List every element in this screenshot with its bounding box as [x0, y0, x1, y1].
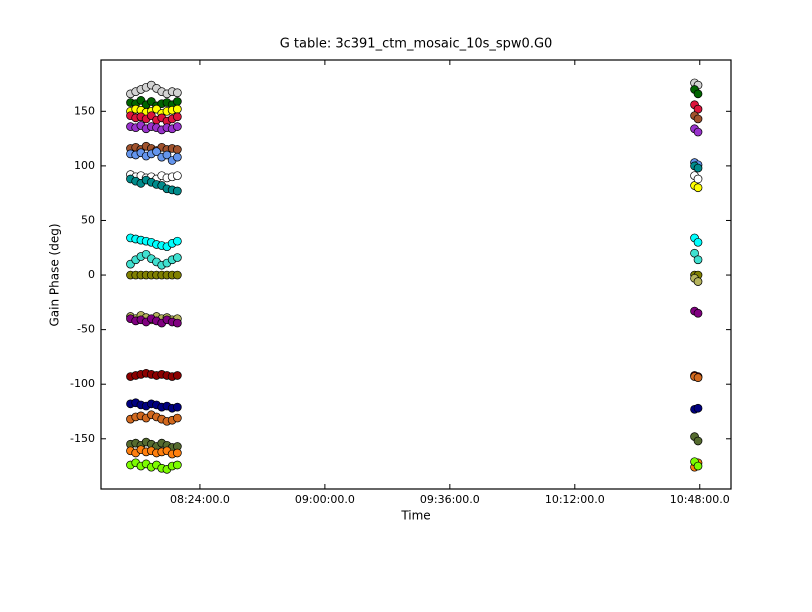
y-tick-label: -150	[70, 432, 95, 445]
x-tick-label: 08:24:00.0	[170, 493, 230, 506]
plot-frame	[100, 59, 732, 490]
point	[152, 147, 161, 157]
point	[693, 373, 703, 383]
point	[693, 127, 703, 137]
point	[173, 318, 182, 328]
y-tick-label: -50	[77, 323, 95, 336]
point	[693, 277, 703, 286]
y-tick-label: 100	[74, 159, 95, 172]
point	[173, 122, 182, 131]
point	[693, 308, 703, 318]
point	[173, 104, 182, 114]
point	[162, 150, 172, 160]
point	[693, 163, 703, 173]
point	[173, 448, 182, 458]
y-tick-label: -100	[70, 377, 95, 390]
x-tick-label: 09:36:00.0	[420, 493, 480, 506]
point	[693, 403, 703, 413]
point	[693, 461, 703, 471]
point	[173, 112, 182, 122]
point	[173, 186, 182, 196]
point	[173, 97, 182, 106]
point	[693, 174, 703, 184]
point	[173, 236, 182, 246]
point	[693, 183, 703, 193]
x-tick-label: 10:48:00.0	[670, 493, 730, 506]
point	[693, 255, 703, 265]
point	[693, 237, 703, 247]
point	[693, 114, 703, 124]
point	[173, 88, 182, 98]
x-tick-label: 10:12:00.0	[545, 493, 605, 506]
y-tick-label: 0	[88, 268, 95, 281]
point	[173, 402, 182, 412]
y-tick-label: 150	[74, 104, 95, 117]
point	[693, 436, 703, 446]
y-axis-label: Gain Phase (deg)	[48, 223, 62, 326]
point	[173, 413, 182, 423]
x-axis-label: Time	[400, 509, 430, 523]
point	[173, 145, 182, 154]
point	[173, 152, 182, 162]
point	[173, 171, 182, 181]
point	[173, 253, 182, 262]
chart-title: G table: 3c391_ctm_mosaic_10s_spw0.G0	[280, 37, 553, 52]
point	[173, 460, 182, 470]
point	[173, 371, 182, 380]
point	[173, 270, 182, 280]
x-tick-label: 09:00:00.0	[295, 493, 355, 506]
point	[693, 89, 703, 99]
y-tick-label: 50	[81, 213, 95, 226]
